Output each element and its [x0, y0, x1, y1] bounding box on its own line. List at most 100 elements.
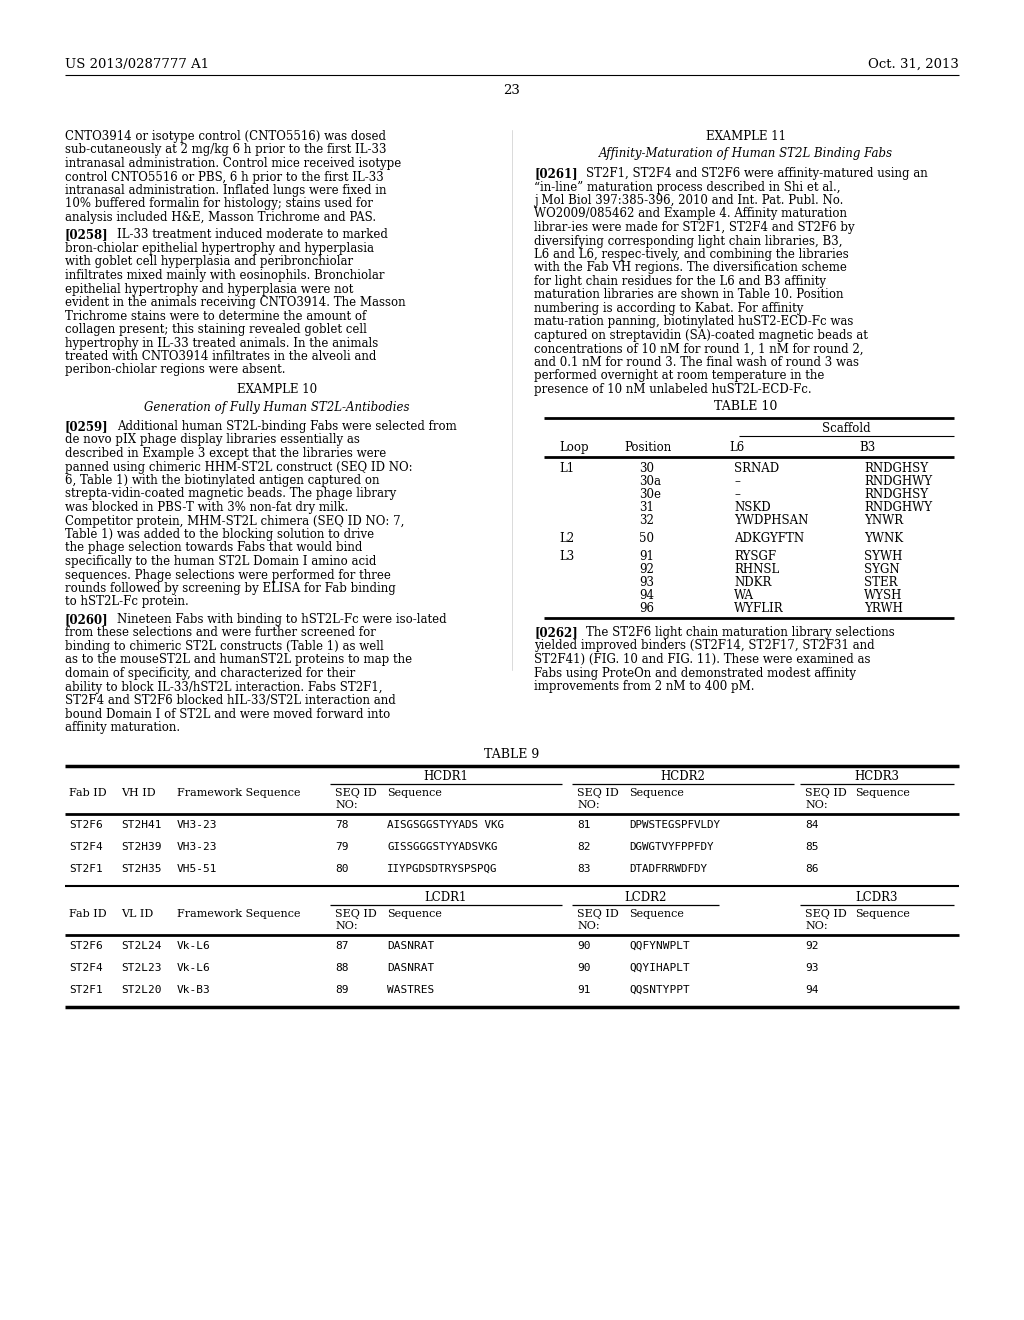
Text: ST2F4: ST2F4: [69, 842, 102, 851]
Text: Fab ID: Fab ID: [69, 788, 106, 799]
Text: numbering is according to Kabat. For affinity: numbering is according to Kabat. For aff…: [534, 302, 804, 315]
Text: QQFYNWPLT: QQFYNWPLT: [629, 941, 690, 950]
Text: captured on streptavidin (SA)-coated magnetic beads at: captured on streptavidin (SA)-coated mag…: [534, 329, 868, 342]
Text: YNWR: YNWR: [864, 513, 903, 527]
Text: 90: 90: [577, 941, 591, 950]
Text: Vk-B3: Vk-B3: [177, 985, 211, 995]
Text: Additional human ST2L-binding Fabs were selected from: Additional human ST2L-binding Fabs were …: [117, 420, 457, 433]
Text: 84: 84: [805, 820, 818, 830]
Text: NDKR: NDKR: [734, 576, 771, 589]
Text: Oct. 31, 2013: Oct. 31, 2013: [868, 58, 959, 71]
Text: AISGSGGSTYYADS VKG: AISGSGGSTYYADS VKG: [387, 820, 504, 830]
Text: SEQ ID: SEQ ID: [335, 909, 377, 919]
Text: [0262]: [0262]: [534, 626, 578, 639]
Text: WASTRES: WASTRES: [387, 985, 434, 995]
Text: 93: 93: [639, 576, 654, 589]
Text: –: –: [734, 475, 740, 488]
Text: binding to chimeric ST2L constructs (Table 1) as well: binding to chimeric ST2L constructs (Tab…: [65, 640, 384, 653]
Text: LCDR2: LCDR2: [625, 891, 667, 904]
Text: for light chain residues for the L6 and B3 affinity: for light chain residues for the L6 and …: [534, 275, 826, 288]
Text: L6: L6: [729, 441, 744, 454]
Text: 86: 86: [805, 865, 818, 874]
Text: ST2L23: ST2L23: [121, 964, 162, 973]
Text: RNDGHSY: RNDGHSY: [864, 488, 928, 502]
Text: HCDR1: HCDR1: [424, 770, 468, 783]
Text: Generation of Fully Human ST2L-Antibodies: Generation of Fully Human ST2L-Antibodie…: [144, 400, 410, 413]
Text: ADKGYFTN: ADKGYFTN: [734, 532, 804, 545]
Text: STER: STER: [864, 576, 897, 589]
Text: 90: 90: [577, 964, 591, 973]
Text: domain of specificity, and characterized for their: domain of specificity, and characterized…: [65, 667, 355, 680]
Text: CNTO3914 or isotype control (CNTO5516) was dosed: CNTO3914 or isotype control (CNTO5516) w…: [65, 129, 386, 143]
Text: from these selections and were further screened for: from these selections and were further s…: [65, 627, 376, 639]
Text: 82: 82: [577, 842, 591, 851]
Text: specifically to the human ST2L Domain I amino acid: specifically to the human ST2L Domain I …: [65, 554, 377, 568]
Text: [0258]: [0258]: [65, 228, 109, 242]
Text: ST2F1, ST2F4 and ST2F6 were affinity-matured using an: ST2F1, ST2F4 and ST2F6 were affinity-mat…: [586, 168, 928, 180]
Text: 94: 94: [639, 589, 654, 602]
Text: Loop: Loop: [559, 441, 589, 454]
Text: VH3-23: VH3-23: [177, 820, 217, 830]
Text: epithelial hypertrophy and hyperplasia were not: epithelial hypertrophy and hyperplasia w…: [65, 282, 353, 296]
Text: VH ID: VH ID: [121, 788, 156, 799]
Text: Table 1) was added to the blocking solution to drive: Table 1) was added to the blocking solut…: [65, 528, 374, 541]
Text: affinity maturation.: affinity maturation.: [65, 721, 180, 734]
Text: 32: 32: [639, 513, 654, 527]
Text: sequences. Phage selections were performed for three: sequences. Phage selections were perform…: [65, 569, 391, 582]
Text: RNDGHSY: RNDGHSY: [864, 462, 928, 475]
Text: Fab ID: Fab ID: [69, 909, 106, 919]
Text: 23: 23: [504, 84, 520, 96]
Text: VH3-23: VH3-23: [177, 842, 217, 851]
Text: 94: 94: [805, 985, 818, 995]
Text: B3: B3: [859, 441, 876, 454]
Text: ST2L24: ST2L24: [121, 941, 162, 950]
Text: RHNSL: RHNSL: [734, 564, 779, 576]
Text: strepta-vidin-coated magnetic beads. The phage library: strepta-vidin-coated magnetic beads. The…: [65, 487, 396, 500]
Text: Sequence: Sequence: [629, 909, 684, 919]
Text: 92: 92: [805, 941, 818, 950]
Text: peribon-chiolar regions were absent.: peribon-chiolar regions were absent.: [65, 363, 286, 376]
Text: as to the mouseST2L and humanST2L proteins to map the: as to the mouseST2L and humanST2L protei…: [65, 653, 412, 667]
Text: YWDPHSAN: YWDPHSAN: [734, 513, 808, 527]
Text: DASNRAT: DASNRAT: [387, 964, 434, 973]
Text: 83: 83: [577, 865, 591, 874]
Text: Position: Position: [624, 441, 672, 454]
Text: [0259]: [0259]: [65, 420, 109, 433]
Text: WYSH: WYSH: [864, 589, 902, 602]
Text: 85: 85: [805, 842, 818, 851]
Text: Vk-L6: Vk-L6: [177, 964, 211, 973]
Text: maturation libraries are shown in Table 10. Position: maturation libraries are shown in Table …: [534, 289, 844, 301]
Text: SEQ ID: SEQ ID: [805, 909, 847, 919]
Text: WYFLIR: WYFLIR: [734, 602, 783, 615]
Text: Sequence: Sequence: [629, 788, 684, 799]
Text: EXAMPLE 11: EXAMPLE 11: [706, 129, 786, 143]
Text: diversifying corresponding light chain libraries, B3,: diversifying corresponding light chain l…: [534, 235, 843, 248]
Text: –: –: [734, 488, 740, 502]
Text: 91: 91: [639, 550, 654, 564]
Text: Sequence: Sequence: [855, 909, 910, 919]
Text: Framework Sequence: Framework Sequence: [177, 909, 300, 919]
Text: LCDR3: LCDR3: [856, 891, 898, 904]
Text: ST2F1: ST2F1: [69, 865, 102, 874]
Text: 30a: 30a: [639, 475, 662, 488]
Text: treated with CNTO3914 infiltrates in the alveoli and: treated with CNTO3914 infiltrates in the…: [65, 350, 377, 363]
Text: SRNAD: SRNAD: [734, 462, 779, 475]
Text: Competitor protein, MHM-ST2L chimera (SEQ ID NO: 7,: Competitor protein, MHM-ST2L chimera (SE…: [65, 515, 404, 528]
Text: yielded improved binders (ST2F14, ST2F17, ST2F31 and: yielded improved binders (ST2F14, ST2F17…: [534, 639, 874, 652]
Text: RNDGHWY: RNDGHWY: [864, 502, 932, 513]
Text: 93: 93: [805, 964, 818, 973]
Text: and 0.1 nM for round 3. The final wash of round 3 was: and 0.1 nM for round 3. The final wash o…: [534, 356, 859, 370]
Text: ability to block IL-33/hST2L interaction. Fabs ST2F1,: ability to block IL-33/hST2L interaction…: [65, 681, 383, 693]
Text: YWNK: YWNK: [864, 532, 903, 545]
Text: performed overnight at room temperature in the: performed overnight at room temperature …: [534, 370, 824, 383]
Text: 31: 31: [639, 502, 654, 513]
Text: HCDR3: HCDR3: [854, 770, 899, 783]
Text: L1: L1: [559, 462, 574, 475]
Text: “in-line” maturation process described in Shi et al.,: “in-line” maturation process described i…: [534, 181, 841, 194]
Text: ST2L20: ST2L20: [121, 985, 162, 995]
Text: analysis included H&E, Masson Trichrome and PAS.: analysis included H&E, Masson Trichrome …: [65, 211, 376, 224]
Text: NO:: NO:: [335, 921, 357, 931]
Text: j Mol Biol 397:385-396, 2010 and Int. Pat. Publ. No.: j Mol Biol 397:385-396, 2010 and Int. Pa…: [534, 194, 844, 207]
Text: hypertrophy in IL-33 treated animals. In the animals: hypertrophy in IL-33 treated animals. In…: [65, 337, 378, 350]
Text: librar-ies were made for ST2F1, ST2F4 and ST2F6 by: librar-ies were made for ST2F1, ST2F4 an…: [534, 220, 855, 234]
